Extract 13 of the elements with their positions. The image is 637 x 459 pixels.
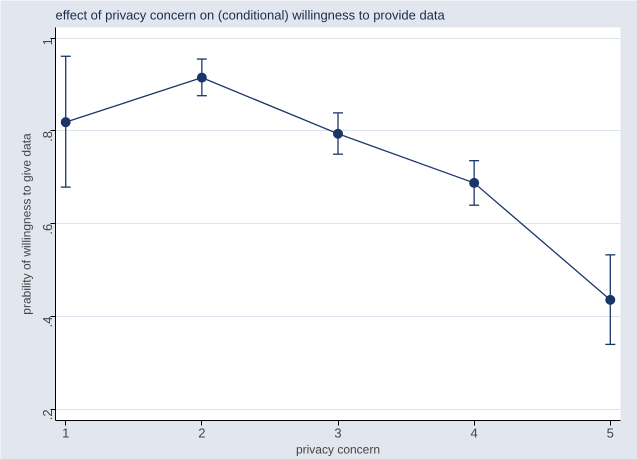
x-tick-label: 1 [62,426,70,440]
y-tick-label: .6 [40,224,55,235]
x-tick-label: 3 [334,426,342,440]
x-tick-label: 2 [198,426,206,440]
x-axis-title: privacy concern [296,442,380,456]
y-tick-label: 1 [40,38,55,46]
x-tick-label: 4 [470,426,478,440]
y-tick-label: .2 [40,409,55,420]
chart-title: effect of privacy concern on (conditional) willingness to provide data [56,8,446,22]
y-tick-label: .8 [40,130,55,142]
y-axis-title: prability of willingness to give data [20,132,34,315]
y-tick-label: .4 [40,316,55,328]
x-tick-label: 5 [606,426,614,440]
